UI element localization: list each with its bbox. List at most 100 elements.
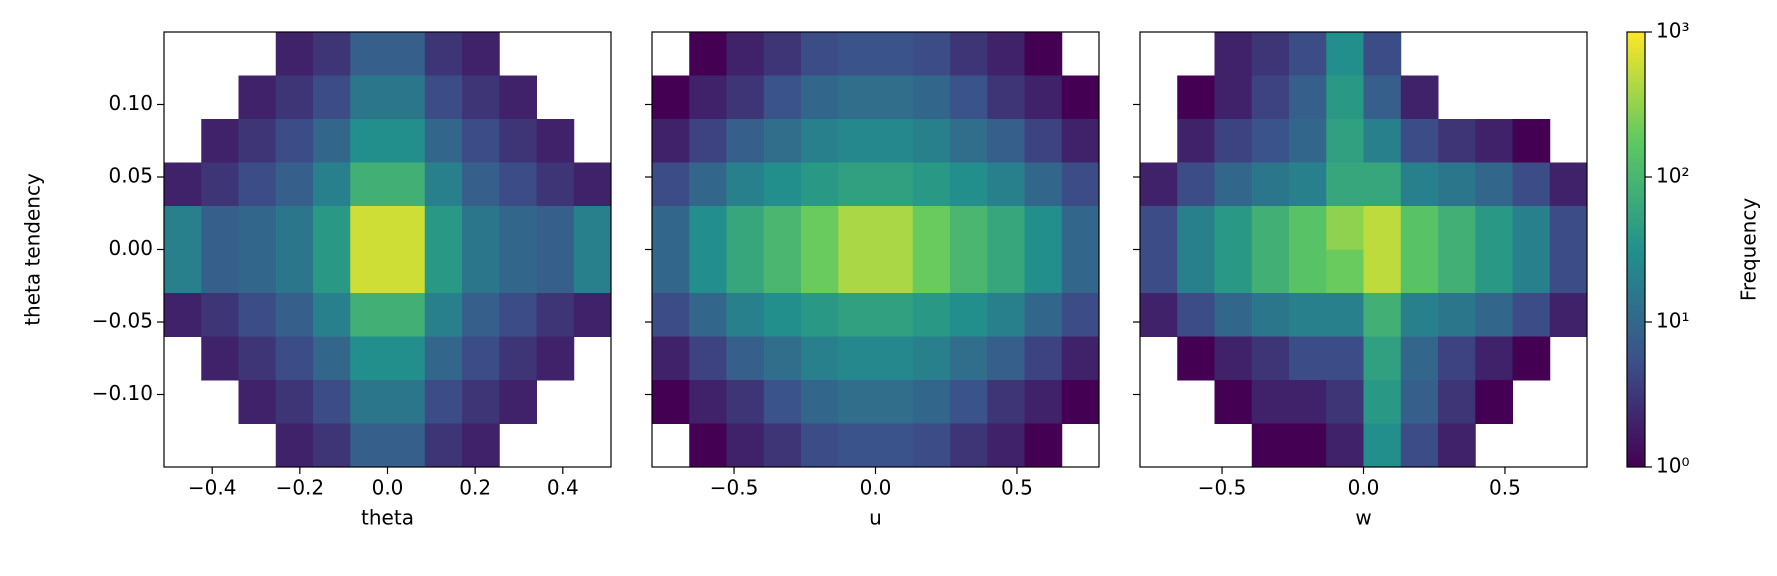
heatmap-cell — [1214, 380, 1253, 424]
x-tick-label: −0.2 — [276, 476, 325, 500]
heatmap-cell — [350, 119, 388, 163]
heatmap-cell — [652, 336, 690, 381]
heatmap-cell — [652, 119, 690, 163]
heatmap-cell — [763, 119, 802, 163]
heatmap-cell — [652, 206, 690, 250]
heatmap-cell — [1475, 119, 1513, 163]
heatmap-cell — [1512, 162, 1551, 207]
x-tick-label: 0.5 — [1489, 476, 1521, 500]
heatmap-cell — [1400, 249, 1439, 294]
colorbar-tick-label: 10³ — [1656, 19, 1689, 43]
heatmap-cell — [238, 162, 277, 207]
heatmap-cell — [238, 119, 277, 163]
heatmap-cell — [912, 336, 951, 381]
colorbar-label: Frequency — [1737, 198, 1761, 301]
heatmap-cell — [313, 162, 351, 207]
heatmap-cell — [689, 249, 727, 294]
y-tick-label: 0.10 — [108, 91, 153, 115]
heatmap-cell — [1512, 206, 1551, 250]
heatmap-cell — [912, 32, 951, 76]
heatmap-cell — [275, 32, 314, 76]
heatmap-cell — [1438, 423, 1476, 468]
heatmap-cell — [726, 32, 765, 76]
heatmap-cell — [201, 162, 239, 207]
heatmap-cell — [1289, 380, 1327, 424]
heatmap-cell — [1140, 206, 1178, 250]
heatmap-cell — [1438, 293, 1476, 337]
y-tick-label: 0.05 — [108, 164, 153, 188]
heatmap-cell — [801, 162, 839, 207]
heatmap-cell — [838, 206, 876, 250]
heatmap-cell — [424, 75, 463, 120]
heatmap-cell — [838, 380, 876, 424]
heatmap-cell — [1326, 293, 1364, 337]
heatmap-cell — [1214, 206, 1253, 250]
x-tick-label: −0.4 — [188, 476, 237, 500]
heatmap-cell — [838, 249, 876, 294]
heatmap-cell — [462, 423, 500, 468]
heatmap-cell — [763, 293, 802, 337]
x-tick-label: 0.0 — [1348, 476, 1380, 500]
heatmap-cell — [950, 119, 988, 163]
heatmap-cell — [1400, 380, 1439, 424]
heatmap-cell — [387, 336, 426, 381]
heatmap-cell — [950, 75, 988, 120]
heatmap-cell — [350, 32, 388, 76]
heatmap-cell — [1438, 249, 1476, 294]
heatmap-cell — [838, 423, 876, 468]
heatmap-cell — [201, 336, 239, 381]
heatmap-cell — [313, 206, 351, 250]
heatmap-cell — [313, 293, 351, 337]
x-axis-label: theta — [361, 506, 414, 530]
heatmap-cell — [1024, 293, 1063, 337]
heatmap-cell — [1400, 206, 1439, 250]
heatmap-cell — [275, 380, 314, 424]
heatmap-cell — [987, 423, 1025, 468]
heatmap-cell — [801, 119, 839, 163]
heatmap-cell — [275, 206, 314, 250]
heatmap-cell — [689, 75, 727, 120]
heatmap-cell — [275, 423, 314, 468]
heatmap-cell — [1061, 336, 1100, 381]
heatmap-cell — [1549, 206, 1588, 250]
heatmap-cell — [536, 249, 575, 294]
heatmap-cell — [164, 293, 202, 337]
heatmap-cell — [987, 249, 1025, 294]
heatmap-cell — [912, 162, 951, 207]
heatmap-cell — [1475, 336, 1513, 381]
x-tick-label: −0.5 — [710, 476, 759, 500]
heatmap-cell — [912, 380, 951, 424]
heatmap-cell — [387, 293, 426, 337]
heatmap-cell — [201, 206, 239, 250]
heatmap-cell — [1400, 162, 1439, 207]
heatmap-cell — [912, 293, 951, 337]
heatmap-cell — [652, 293, 690, 337]
heatmap-cell — [1363, 162, 1402, 207]
heatmap-cell — [1326, 249, 1364, 294]
x-tick-label: 0.0 — [372, 476, 404, 500]
heatmap-cell — [238, 75, 277, 120]
heatmap-cell — [1549, 162, 1588, 207]
heatmap-cell — [350, 380, 388, 424]
heatmap-cell — [875, 162, 914, 207]
x-tick-label: 0.5 — [1001, 476, 1033, 500]
heatmap-cell — [987, 75, 1025, 120]
heatmap-cell — [238, 249, 277, 294]
heatmap-cell — [875, 75, 914, 120]
heatmap-cell — [573, 249, 612, 294]
heatmap-cell — [950, 423, 988, 468]
heatmap-cell — [801, 423, 839, 468]
heatmap-cell — [763, 249, 802, 294]
y-tick-label: −0.10 — [92, 381, 153, 405]
heatmap-cell — [1251, 293, 1290, 337]
heatmap-cell — [462, 119, 500, 163]
heatmap-cell — [987, 32, 1025, 76]
heatmap-cell — [689, 162, 727, 207]
colorbar-tick-label: 10⁰ — [1656, 454, 1689, 478]
heatmap-cell — [499, 119, 537, 163]
heatmap-cell — [164, 206, 202, 250]
heatmap-cell — [1438, 206, 1476, 250]
heatmap-cell — [1363, 32, 1402, 76]
heatmap-cell — [1400, 293, 1439, 337]
